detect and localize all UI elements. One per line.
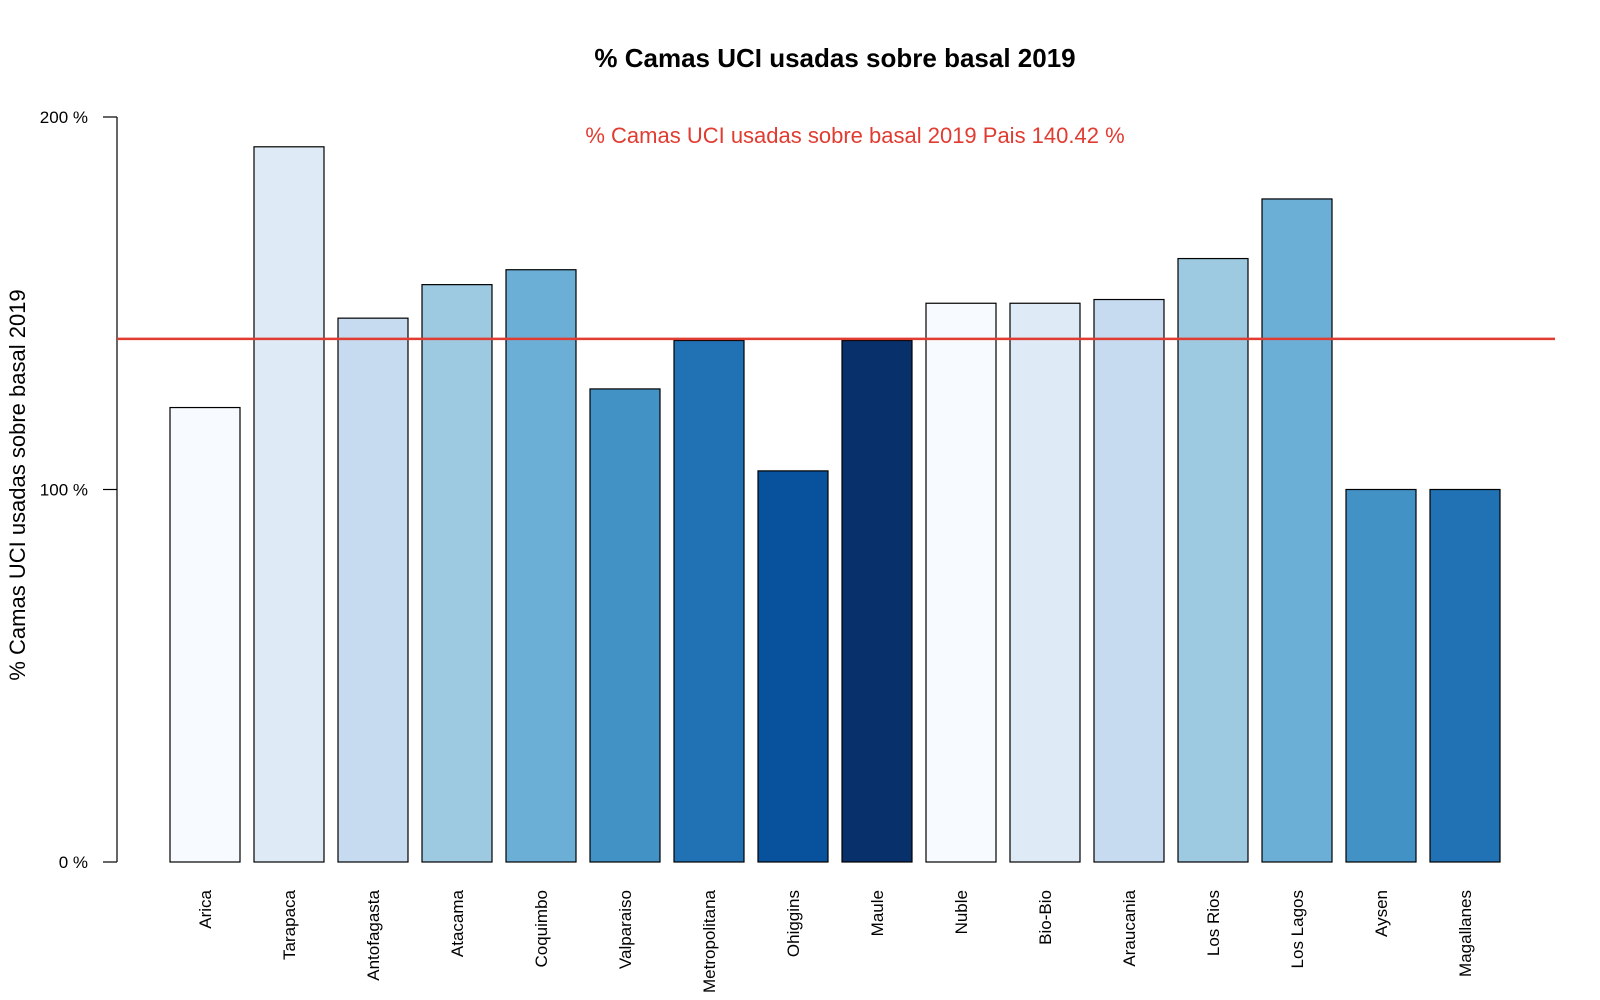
x-tick-label: Atacama — [448, 889, 467, 957]
y-axis-label: % Camas UCI usadas sobre basal 2019 — [5, 289, 30, 680]
bar-aysen — [1345, 488, 1417, 863]
bar-nuble — [925, 302, 997, 863]
x-tick-label: Ohiggins — [784, 890, 803, 957]
x-tick-label: Maule — [868, 890, 887, 936]
x-tick-label: Tarapaca — [280, 889, 299, 959]
bar-metropolitana — [673, 339, 745, 863]
bar-antofagasta — [337, 317, 409, 863]
x-tick-label: Metropolitana — [700, 889, 719, 993]
x-tick-label: Aysen — [1372, 890, 1391, 937]
x-tick-label: Valparaiso — [616, 890, 635, 969]
bar-maule — [841, 339, 913, 863]
y-tick-label: 200 % — [40, 108, 88, 127]
y-tick-label: 0 % — [59, 853, 88, 872]
x-tick-label: Coquimbo — [532, 890, 551, 968]
bar-los-lagos — [1261, 198, 1333, 863]
bar-atacama — [421, 284, 493, 863]
x-tick-label: Antofagasta — [364, 889, 383, 980]
reference-line-label: % Camas UCI usadas sobre basal 2019 Pais… — [585, 123, 1124, 148]
bar-arica — [169, 406, 241, 863]
x-tick-labels: Arica Tarapaca Antofagasta Atacama Coquimbo V… — [196, 889, 1475, 993]
x-tick-label: Los Lagos — [1288, 890, 1307, 968]
x-tick-label: Magallanes — [1456, 890, 1475, 977]
x-tick-label: Nuble — [952, 890, 971, 934]
y-tick-label: 100 % — [40, 481, 88, 500]
y-axis: 0 % 100 % 200 % — [40, 108, 118, 872]
bar-los-rios — [1177, 257, 1249, 863]
bar-bio-bio — [1009, 302, 1081, 863]
bar-magallanes — [1429, 488, 1501, 863]
bar-ohiggins — [757, 470, 829, 863]
bar-tarapaca — [253, 146, 325, 863]
chart-title: % Camas UCI usadas sobre basal 2019 — [594, 43, 1075, 73]
bar-valparaiso — [589, 388, 661, 863]
x-tick-label: Bio-Bio — [1036, 890, 1055, 945]
x-tick-label: Los Rios — [1204, 890, 1223, 956]
x-tick-label: Arica — [196, 889, 215, 928]
bar-coquimbo — [505, 269, 577, 863]
x-tick-label: Araucania — [1120, 889, 1139, 966]
bars-group — [169, 146, 1501, 863]
bar-araucania — [1093, 298, 1165, 863]
